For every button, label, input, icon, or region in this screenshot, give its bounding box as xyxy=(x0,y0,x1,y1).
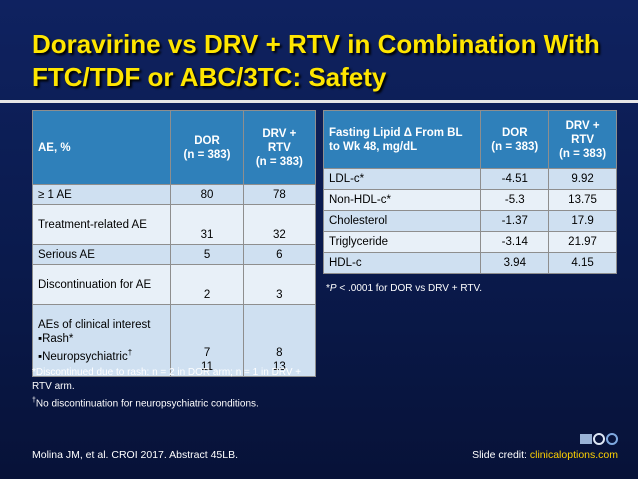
dor-value: -4.51 xyxy=(480,168,550,190)
citation: Molina JM, et al. CROI 2017. Abstract 45… xyxy=(32,449,239,461)
slide-title: Doravirine vs DRV + RTV in Combination W… xyxy=(32,29,600,92)
dor-value: 5 xyxy=(170,244,244,265)
table-row: LDL-c* -4.51 9.92 xyxy=(322,168,617,190)
table-row: Triglyceride -3.14 21.97 xyxy=(322,231,617,253)
table-row: Serious AE 5 6 xyxy=(31,244,317,265)
dor-value: 80 xyxy=(170,184,244,205)
footnote: *Discontinued due to rash: n = 2 in DOR … xyxy=(32,367,302,410)
row-label: Triglyceride xyxy=(322,231,482,253)
row-label: AEs of clinical interest ▪Rash* ▪Neurops… xyxy=(31,304,172,377)
ae-header: AE, % xyxy=(31,110,172,185)
interest-label: AEs of clinical interest xyxy=(38,318,151,331)
dor-value: -1.37 xyxy=(480,210,550,232)
table-row: ≥ 1 AE 80 78 xyxy=(31,184,317,205)
drv-value: 13.75 xyxy=(548,189,617,211)
list-item: ▪Neuropsychiatric† xyxy=(38,347,133,363)
drv-value: 6 xyxy=(242,244,317,265)
table-row: HDL-c 3.94 4.15 xyxy=(322,252,617,274)
table-row: Cholesterol -1.37 17.9 xyxy=(322,210,617,232)
table-row: Discontinuation for AE 2 3 xyxy=(31,264,317,305)
drv-value: 21.97 xyxy=(548,231,617,253)
lipid-header: Fasting Lipid Δ From BL to Wk 48, mg/dL xyxy=(322,110,482,169)
row-label: Non-HDL-c* xyxy=(322,189,482,211)
list-item: ▪Rash* xyxy=(38,332,74,345)
table-row: Treatment-related AE 31 32 xyxy=(31,204,317,245)
drv-header: DRV + RTV (n = 383) xyxy=(548,110,617,169)
lipid-table: Fasting Lipid Δ From BL to Wk 48, mg/dL … xyxy=(322,110,617,274)
dor-value: 31 xyxy=(170,204,244,245)
dor-value: -3.14 xyxy=(480,231,550,253)
row-label: Serious AE xyxy=(31,244,172,265)
row-label: LDL-c* xyxy=(322,168,482,190)
dor-value: 3.94 xyxy=(480,252,550,274)
row-label: Cholesterol xyxy=(322,210,482,232)
dor-value: -5.3 xyxy=(480,189,550,211)
lipid-footnote: *P < .0001 for DOR vs DRV + RTV. xyxy=(326,283,483,294)
title-divider xyxy=(0,100,638,103)
drv-value: 78 xyxy=(242,184,317,205)
dor-value: 2 xyxy=(170,264,244,305)
credit-link[interactable]: clinicaloptions.com xyxy=(529,449,618,461)
drv-value: 17.9 xyxy=(548,210,617,232)
dor-header: DOR (n = 383) xyxy=(170,110,244,185)
row-label: Discontinuation for AE xyxy=(31,264,172,305)
drv-value: 8 13 xyxy=(242,304,317,377)
dor-header: DOR (n = 383) xyxy=(480,110,550,169)
row-label: HDL-c xyxy=(322,252,482,274)
table-row: AEs of clinical interest ▪Rash* ▪Neurops… xyxy=(31,304,317,377)
dor-value: 7 11 xyxy=(170,304,244,377)
row-label: ≥ 1 AE xyxy=(31,184,172,205)
row-label: Treatment-related AE xyxy=(31,204,172,245)
clinical-care-options-logo-icon xyxy=(580,433,618,445)
drv-value: 3 xyxy=(242,264,317,305)
drv-header: DRV + RTV (n = 383) xyxy=(242,110,317,185)
drv-value: 32 xyxy=(242,204,317,245)
slide-credit: Slide credit: clinicaloptions.com xyxy=(472,449,618,461)
table-row: Non-HDL-c* -5.3 13.75 xyxy=(322,189,617,211)
drv-value: 4.15 xyxy=(548,252,617,274)
adverse-events-table: AE, % DOR (n = 383) DRV + RTV (n = 383) … xyxy=(31,110,317,377)
drv-value: 9.92 xyxy=(548,168,617,190)
